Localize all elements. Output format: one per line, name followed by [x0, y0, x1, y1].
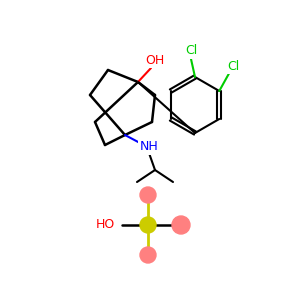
Circle shape: [140, 187, 156, 203]
Text: Cl: Cl: [227, 59, 239, 73]
Text: S: S: [143, 218, 152, 232]
Circle shape: [140, 217, 156, 233]
Text: O: O: [143, 248, 153, 262]
Text: NH: NH: [140, 140, 158, 154]
Text: Cl: Cl: [185, 44, 197, 58]
Text: O: O: [143, 188, 153, 202]
Text: HO: HO: [95, 218, 115, 232]
Circle shape: [172, 216, 190, 234]
Text: OH: OH: [146, 53, 165, 67]
Circle shape: [140, 247, 156, 263]
